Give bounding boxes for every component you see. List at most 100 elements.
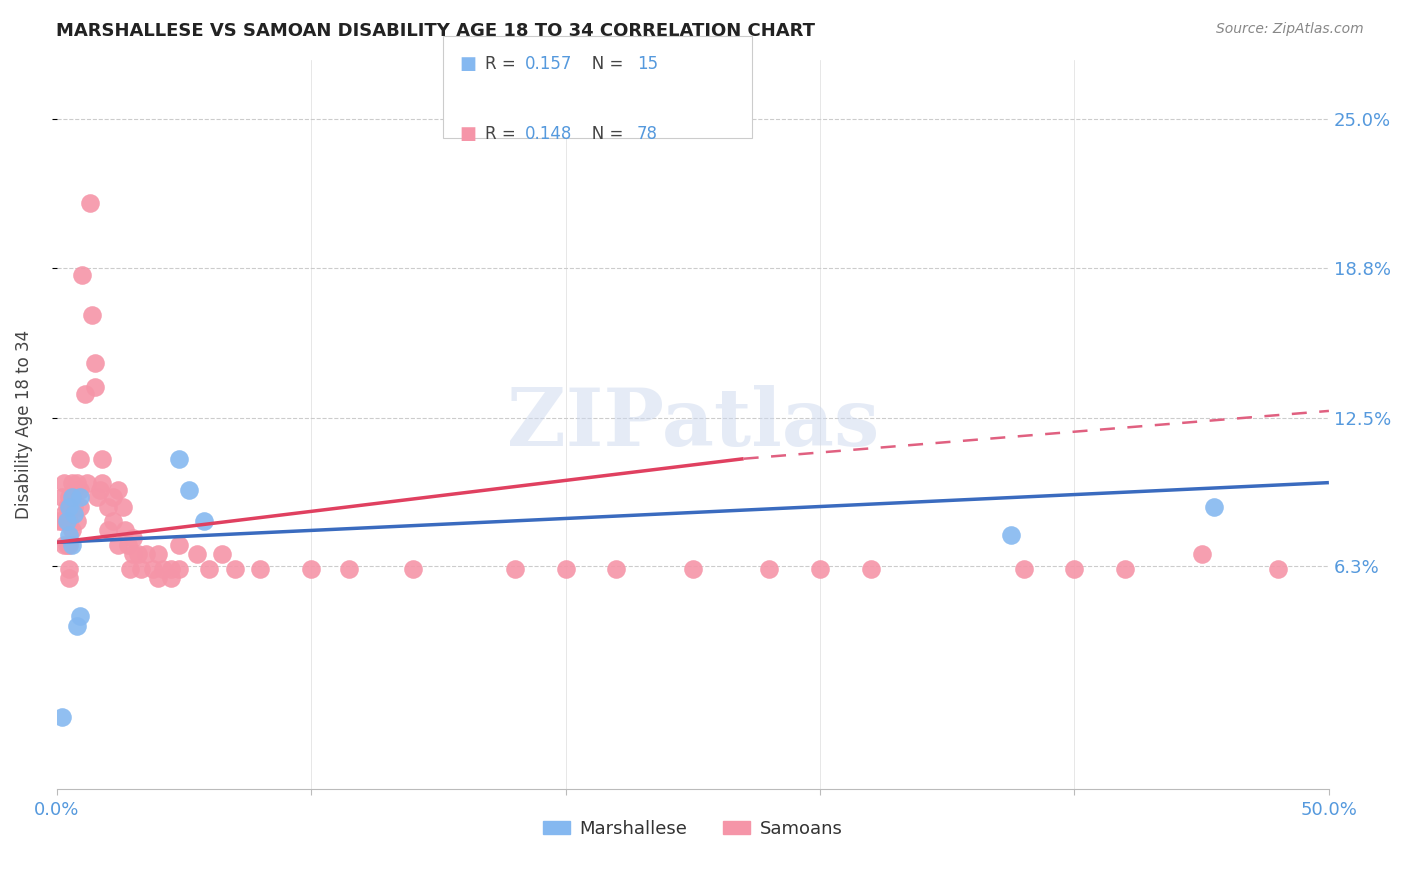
Point	[554, 562, 576, 576]
Point	[122, 547, 145, 561]
Point	[76, 475, 98, 490]
Point	[69, 451, 91, 466]
Point	[66, 475, 89, 490]
Point	[63, 507, 86, 521]
Point	[503, 562, 526, 576]
Point	[167, 562, 190, 576]
Text: MARSHALLESE VS SAMOAN DISABILITY AGE 18 TO 34 CORRELATION CHART: MARSHALLESE VS SAMOAN DISABILITY AGE 18 …	[56, 22, 815, 40]
Text: R =: R =	[485, 125, 522, 143]
Point	[53, 475, 76, 490]
Point	[758, 562, 780, 576]
Point	[66, 514, 89, 528]
Point	[58, 528, 80, 542]
Point	[58, 500, 80, 514]
Point	[107, 483, 129, 497]
Point	[1191, 547, 1213, 561]
Point	[58, 490, 80, 504]
Point	[114, 524, 136, 538]
Point	[1114, 562, 1136, 576]
Text: ■: ■	[460, 55, 477, 73]
Point	[79, 196, 101, 211]
Point	[148, 547, 170, 561]
Point	[117, 538, 139, 552]
Point	[682, 562, 704, 576]
Text: Source: ZipAtlas.com: Source: ZipAtlas.com	[1216, 22, 1364, 37]
Text: N =: N =	[576, 125, 628, 143]
Point	[70, 268, 93, 282]
Point	[249, 562, 271, 576]
Point	[56, 538, 79, 552]
Point	[51, 514, 73, 528]
Point	[198, 562, 221, 576]
Point	[1063, 562, 1085, 576]
Text: 0.157: 0.157	[524, 55, 572, 73]
Text: 0.148: 0.148	[524, 125, 572, 143]
Point	[60, 490, 83, 504]
Point	[1012, 562, 1035, 576]
Point	[63, 500, 86, 514]
Point	[60, 538, 83, 552]
Point	[101, 490, 124, 504]
Point	[73, 387, 96, 401]
Point	[127, 547, 149, 561]
Point	[53, 538, 76, 552]
Point	[58, 562, 80, 576]
Point	[167, 451, 190, 466]
Point	[69, 609, 91, 624]
Point	[60, 524, 83, 538]
Point	[101, 514, 124, 528]
Point	[91, 451, 114, 466]
Point	[58, 538, 80, 552]
Point	[122, 531, 145, 545]
Point	[48, 514, 70, 528]
Point	[859, 562, 882, 576]
Point	[186, 547, 208, 561]
Point	[63, 483, 86, 497]
Point	[808, 562, 831, 576]
Point	[96, 500, 118, 514]
Point	[56, 514, 79, 528]
Point	[299, 562, 322, 576]
Point	[69, 483, 91, 497]
Point	[148, 571, 170, 585]
Point	[56, 514, 79, 528]
Point	[129, 562, 152, 576]
Point	[82, 309, 104, 323]
Point	[193, 514, 215, 528]
Point	[177, 483, 200, 497]
Point	[120, 562, 142, 576]
Point	[83, 380, 105, 394]
Point	[605, 562, 627, 576]
Point	[58, 514, 80, 528]
Point	[89, 483, 111, 497]
Text: ■: ■	[460, 125, 477, 143]
Text: ZIPatlas: ZIPatlas	[506, 385, 879, 463]
Y-axis label: Disability Age 18 to 34: Disability Age 18 to 34	[15, 329, 32, 518]
Point	[160, 571, 183, 585]
Point	[53, 507, 76, 521]
Point	[51, 710, 73, 724]
Text: N =: N =	[576, 55, 628, 73]
Point	[224, 562, 246, 576]
Point	[142, 562, 165, 576]
Legend: Marshallese, Samoans: Marshallese, Samoans	[536, 813, 849, 845]
Point	[91, 475, 114, 490]
Text: 78: 78	[637, 125, 658, 143]
Point	[66, 619, 89, 633]
Point	[111, 500, 134, 514]
Point	[60, 500, 83, 514]
Point	[402, 562, 425, 576]
Text: 15: 15	[637, 55, 658, 73]
Point	[211, 547, 233, 561]
Point	[51, 490, 73, 504]
Point	[69, 500, 91, 514]
Point	[1000, 528, 1022, 542]
Point	[107, 538, 129, 552]
Point	[96, 524, 118, 538]
Point	[69, 490, 91, 504]
Point	[58, 571, 80, 585]
Point	[152, 562, 174, 576]
Text: R =: R =	[485, 55, 522, 73]
Point	[83, 356, 105, 370]
Point	[56, 500, 79, 514]
